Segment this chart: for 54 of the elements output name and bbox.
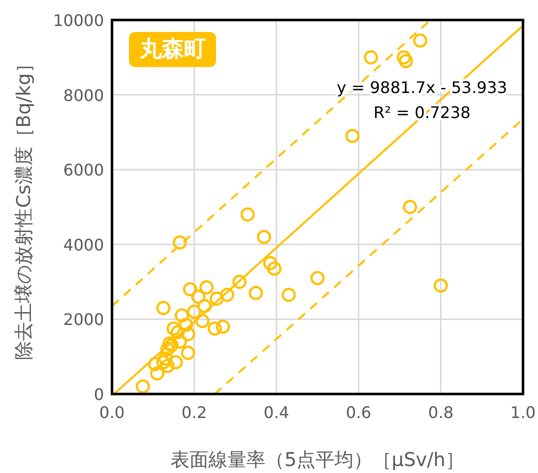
point — [178, 318, 194, 332]
point — [256, 230, 272, 244]
point — [197, 299, 212, 314]
x-tick-label: 0.4 — [264, 403, 290, 422]
point — [170, 325, 185, 340]
point — [240, 207, 255, 222]
point — [199, 280, 214, 295]
y-tick-label: 10000 — [53, 11, 104, 30]
point — [248, 286, 263, 300]
point — [174, 308, 189, 323]
y-tick-label: 6000 — [63, 160, 104, 180]
point — [220, 288, 234, 302]
point — [210, 292, 224, 306]
x-tick-label: 0.6 — [346, 403, 372, 422]
point — [160, 358, 175, 374]
x-tick-label: 0.2 — [181, 403, 207, 422]
point — [396, 50, 411, 64]
y-axis-title: 除去土壌の放射性Cs濃度［Bq/kg］ — [13, 54, 35, 360]
point — [172, 235, 187, 250]
point — [195, 314, 210, 328]
y-tick-label: 8000 — [63, 86, 104, 105]
point — [364, 50, 378, 64]
x-tick-label: 0.0 — [99, 403, 125, 422]
y-tick-label: 0 — [94, 385, 104, 404]
point — [267, 262, 282, 276]
point — [263, 256, 278, 270]
point — [310, 270, 325, 286]
point — [345, 128, 360, 144]
point — [398, 54, 413, 68]
point — [160, 342, 175, 356]
y-tick-label: 4000 — [63, 235, 104, 254]
point — [180, 346, 196, 360]
point — [166, 321, 181, 336]
point — [232, 274, 247, 289]
point — [208, 321, 222, 336]
point — [182, 282, 198, 296]
point — [180, 327, 196, 342]
point — [216, 320, 230, 334]
point — [434, 278, 448, 293]
point — [282, 288, 296, 302]
point — [413, 33, 428, 48]
x-tick-label: 0.8 — [428, 403, 454, 422]
x-tick-label: 1.0 — [510, 403, 536, 422]
point — [156, 300, 170, 316]
annotation: 丸森町 — [139, 37, 206, 62]
x-axis-title: 表面線量率（5点平均）［μSv/h］ — [170, 449, 464, 471]
point — [402, 200, 418, 214]
point — [187, 304, 202, 319]
y-tick-label: 2000 — [63, 310, 104, 330]
point — [191, 290, 206, 304]
point — [136, 379, 150, 394]
point — [168, 355, 183, 370]
point — [150, 366, 164, 381]
point — [156, 355, 170, 370]
